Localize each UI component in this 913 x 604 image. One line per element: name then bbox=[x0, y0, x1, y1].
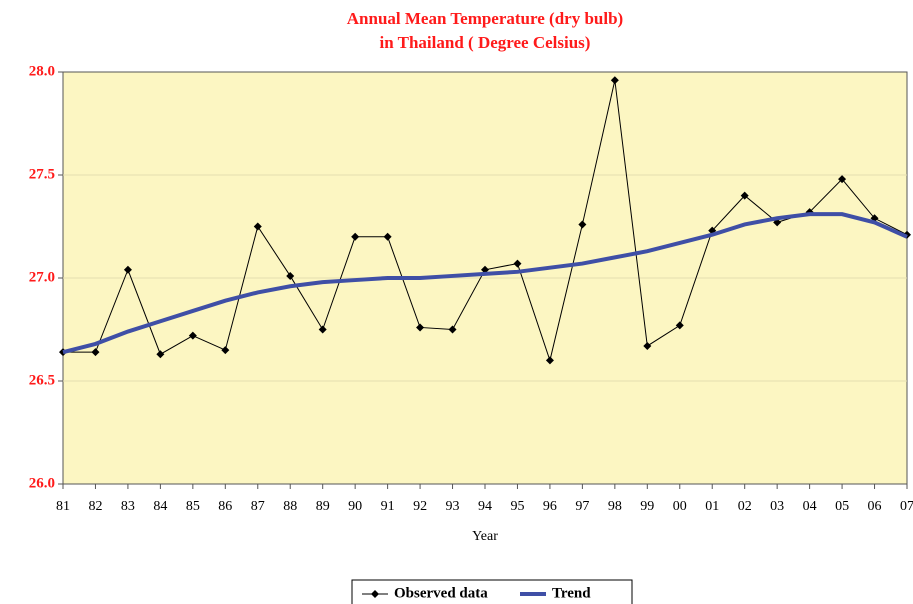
legend-label: Observed data bbox=[394, 585, 488, 601]
marker bbox=[448, 325, 457, 334]
x-tick-label: 91 bbox=[381, 499, 395, 514]
marker bbox=[253, 222, 262, 231]
x-axis-label: Year bbox=[472, 529, 498, 544]
x-tick-label: 87 bbox=[251, 499, 265, 514]
x-tick-label: 81 bbox=[56, 499, 70, 514]
y-tick-label: 26.0 bbox=[29, 475, 55, 491]
marker bbox=[610, 76, 619, 85]
marker bbox=[383, 232, 392, 241]
trend-line bbox=[62, 212, 908, 355]
x-tick-label: 82 bbox=[88, 499, 102, 514]
marker bbox=[221, 346, 230, 355]
x-tick-label: 00 bbox=[673, 499, 687, 514]
legend-marker bbox=[371, 590, 379, 598]
y-tick-label: 27.5 bbox=[29, 166, 55, 182]
x-tick-label: 04 bbox=[803, 499, 817, 514]
x-tick-label: 89 bbox=[316, 499, 330, 514]
legend-box bbox=[351, 579, 633, 604]
marker bbox=[513, 259, 522, 268]
x-tick-label: 07 bbox=[900, 499, 913, 514]
marker bbox=[838, 175, 847, 184]
marker bbox=[578, 220, 587, 229]
marker bbox=[740, 191, 749, 200]
x-tick-label: 05 bbox=[835, 499, 849, 514]
chart-title: in Thailand ( Degree Celsius) bbox=[380, 33, 591, 52]
x-tick-label: 99 bbox=[640, 499, 654, 514]
x-tick-label: 02 bbox=[738, 499, 752, 514]
y-tick-label: 27.0 bbox=[29, 269, 55, 285]
x-tick-label: 96 bbox=[543, 499, 557, 514]
marker bbox=[318, 325, 327, 334]
x-tick-label: 88 bbox=[283, 499, 297, 514]
marker bbox=[675, 321, 684, 330]
marker bbox=[188, 331, 197, 340]
y-tick-label: 28.0 bbox=[29, 63, 55, 79]
x-tick-label: 85 bbox=[186, 499, 200, 514]
x-tick-label: 90 bbox=[348, 499, 362, 514]
x-tick-label: 83 bbox=[121, 499, 135, 514]
x-tick-label: 01 bbox=[705, 499, 719, 514]
marker bbox=[643, 341, 652, 350]
x-tick-label: 84 bbox=[153, 499, 167, 514]
y-tick-label: 26.5 bbox=[29, 372, 55, 388]
marker bbox=[156, 350, 165, 359]
x-tick-label: 98 bbox=[608, 499, 622, 514]
x-tick-label: 97 bbox=[575, 499, 589, 514]
marker bbox=[545, 356, 554, 365]
x-tick-label: 03 bbox=[770, 499, 784, 514]
x-tick-label: 93 bbox=[446, 499, 460, 514]
marker bbox=[351, 232, 360, 241]
legend-label: Trend bbox=[552, 585, 591, 601]
x-tick-label: 95 bbox=[510, 499, 524, 514]
x-tick-label: 92 bbox=[413, 499, 427, 514]
marker bbox=[123, 265, 132, 274]
x-tick-label: 06 bbox=[868, 499, 882, 514]
x-tick-label: 94 bbox=[478, 499, 492, 514]
marker bbox=[286, 271, 295, 280]
marker bbox=[91, 348, 100, 357]
x-tick-label: 86 bbox=[218, 499, 232, 514]
marker bbox=[416, 323, 425, 332]
chart-title: Annual Mean Temperature (dry bulb) bbox=[347, 9, 623, 28]
